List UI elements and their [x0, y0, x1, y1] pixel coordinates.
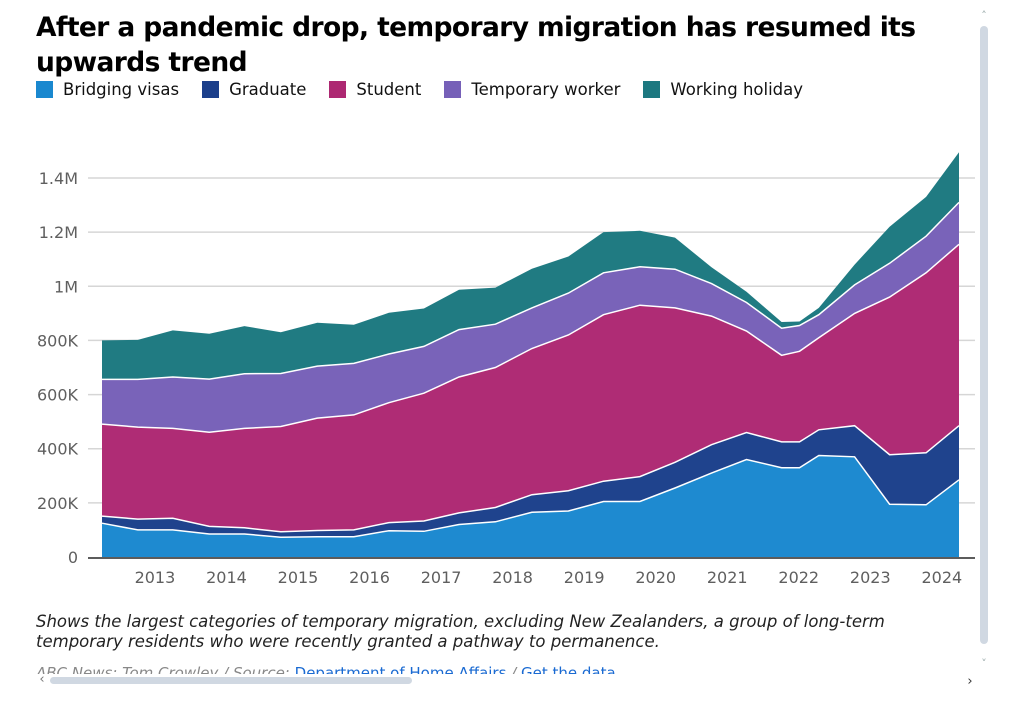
x-tick-label: 2021	[707, 568, 748, 587]
legend-swatch-temporary-worker	[444, 81, 462, 98]
source-prefix: ABC News: Tom Crowley / Source:	[36, 664, 295, 674]
scroll-up-icon[interactable]: ˄	[981, 9, 987, 22]
legend-swatch-student	[329, 81, 347, 98]
legend-item-bridging-visas: Bridging visas	[36, 80, 179, 99]
y-tick-label: 1.4M	[39, 169, 78, 188]
legend-label: Graduate	[229, 80, 307, 99]
boundary-graduate	[101, 424, 960, 533]
legend: Bridging visas Graduate Student Temporar…	[36, 80, 826, 99]
x-tick-label: 2017	[421, 568, 462, 587]
y-tick-label: 200K	[37, 494, 79, 513]
y-axis: 0 200K 400K 600K 800K 1M 1.2M 1.4M	[37, 169, 79, 567]
legend-swatch-graduate	[202, 81, 220, 98]
horizontal-scrollbar[interactable]	[50, 677, 412, 684]
source-separator: /	[506, 664, 521, 674]
legend-swatch-bridging-visas	[36, 81, 53, 98]
legend-label: Working holiday	[670, 80, 804, 99]
legend-item-graduate: Graduate	[202, 80, 306, 99]
legend-item-working-holiday: Working holiday	[643, 80, 803, 99]
area-graduate	[102, 425, 959, 538]
area-working-holiday	[102, 152, 959, 380]
boundary-student	[101, 243, 960, 433]
area-bridging-visas	[102, 455, 959, 557]
x-tick-label: 2015	[278, 568, 319, 587]
series-boundaries	[101, 201, 960, 538]
area-temporary-worker	[102, 202, 959, 433]
y-tick-label: 800K	[37, 331, 79, 350]
chart-title: After a pandemic drop, temporary migrati…	[36, 12, 916, 78]
chart-caption: Shows the largest categories of temporar…	[36, 612, 885, 651]
legend-label: Student	[356, 80, 422, 99]
y-tick-label: 1.2M	[39, 223, 78, 242]
x-axis: 2013 2014 2015 2016 2017 2018 2019 2020 2021 2022…	[88, 557, 975, 587]
x-tick-label: 2024	[921, 568, 962, 587]
x-tick-label: 2022	[778, 568, 819, 587]
get-data-link[interactable]: Get the data	[521, 664, 616, 674]
boundary-bridging-visas	[101, 454, 960, 538]
x-tick-label: 2023	[850, 568, 891, 587]
y-tick-label: 600K	[37, 386, 79, 405]
x-tick-label: 2013	[135, 568, 176, 587]
scroll-right-icon[interactable]: ›	[967, 674, 973, 689]
legend-label: Temporary worker	[471, 80, 621, 99]
legend-item-temporary-worker: Temporary worker	[444, 80, 620, 99]
legend-swatch-working-holiday	[643, 81, 661, 98]
source-link[interactable]: Department of Home Affairs	[294, 664, 507, 674]
y-tick-label: 1M	[54, 277, 78, 296]
x-tick-label: 2016	[349, 568, 390, 587]
boundary-temporary-worker	[102, 201, 960, 381]
legend-item-student: Student	[329, 80, 421, 99]
x-tick-label: 2014	[206, 568, 247, 587]
y-tick-label: 0	[68, 548, 78, 567]
vertical-scrollbar[interactable]	[980, 26, 988, 644]
y-tick-label: 400K	[37, 440, 79, 459]
x-tick-label: 2019	[564, 568, 605, 587]
source-line: ABC News: Tom Crowley / Source: Departme…	[36, 662, 966, 674]
scroll-down-icon[interactable]: ˅	[981, 657, 987, 670]
scroll-left-icon[interactable]: ‹	[39, 672, 45, 687]
legend-label: Bridging visas	[63, 80, 180, 99]
area-series	[102, 152, 959, 557]
x-tick-label: 2020	[635, 568, 676, 587]
x-tick-label: 2018	[492, 568, 533, 587]
stacked-area-chart: 0 200K 400K 600K 800K 1M 1.2M 1.4M 2013 2014 2015…	[37, 152, 975, 587]
area-student	[102, 244, 959, 532]
